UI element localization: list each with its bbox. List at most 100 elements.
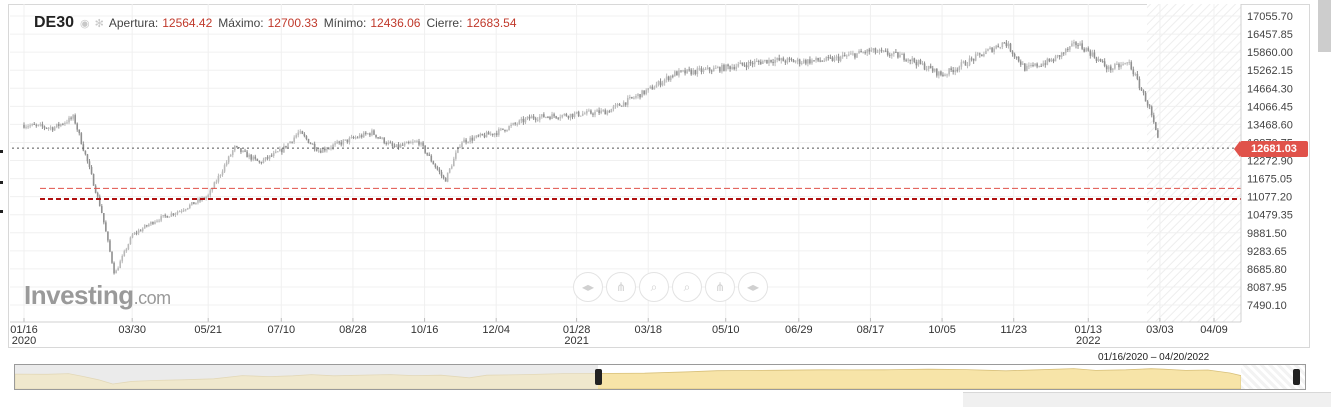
candle-body bbox=[1038, 65, 1040, 67]
arrows-icon[interactable]: ◂▸ bbox=[573, 272, 603, 302]
candle-body bbox=[459, 146, 461, 148]
candle-body bbox=[680, 70, 682, 72]
candle-body bbox=[457, 146, 459, 153]
candle-body bbox=[856, 53, 858, 58]
candle-body bbox=[1030, 65, 1032, 67]
candle-body bbox=[592, 113, 594, 115]
candle-body bbox=[878, 49, 881, 52]
candle-body bbox=[931, 68, 934, 72]
expand-icon[interactable]: ◂▸ bbox=[738, 272, 768, 302]
candle-body bbox=[1003, 42, 1006, 44]
candle-body bbox=[238, 146, 240, 149]
horizontal-scrollbar[interactable] bbox=[963, 392, 1331, 407]
candle-body bbox=[358, 135, 361, 138]
candle-body bbox=[1148, 105, 1151, 107]
candle-body bbox=[549, 117, 551, 119]
x-tick-label: 01/13 bbox=[1075, 324, 1103, 336]
candle-body bbox=[944, 74, 946, 76]
candle-body bbox=[1116, 63, 1118, 65]
zoom-in-icon[interactable]: ⌕ bbox=[639, 272, 669, 302]
zoom-out-icon[interactable]: ⌕ bbox=[672, 272, 702, 302]
gear-icon[interactable]: ✻ bbox=[94, 17, 104, 30]
candle-body bbox=[1058, 55, 1061, 57]
eye-icon[interactable]: ◉ bbox=[80, 17, 90, 30]
navigator-left-handle[interactable] bbox=[595, 369, 602, 385]
candle-body bbox=[596, 110, 598, 112]
candle-body bbox=[1048, 58, 1051, 62]
candle-body bbox=[543, 114, 545, 118]
candle-body bbox=[557, 117, 559, 119]
navigator-right-handle[interactable] bbox=[1293, 369, 1300, 385]
candle-body bbox=[815, 57, 817, 61]
x-tick-label: 08/17 bbox=[857, 324, 885, 336]
candle-body bbox=[583, 113, 586, 115]
candle-body bbox=[213, 182, 216, 189]
candle-body bbox=[706, 67, 709, 70]
x-tick-year: 2022 bbox=[1076, 335, 1100, 347]
candle-body bbox=[979, 53, 981, 55]
candle-body bbox=[651, 86, 654, 90]
candle-body bbox=[633, 97, 635, 99]
candle-body bbox=[162, 215, 164, 217]
candle-body bbox=[485, 132, 488, 138]
candle-body bbox=[661, 82, 664, 86]
candle-body bbox=[692, 70, 695, 75]
candle-body bbox=[1097, 59, 1100, 61]
symbol-label: DE30 bbox=[34, 14, 75, 31]
candle-body bbox=[1060, 52, 1063, 57]
candle-body bbox=[1089, 50, 1092, 56]
candle-body bbox=[520, 118, 523, 121]
y-tick-label: 14664.30 bbox=[1247, 83, 1293, 95]
candle-body bbox=[618, 104, 621, 106]
candle-body bbox=[653, 87, 656, 90]
candle-body bbox=[819, 60, 821, 62]
candle-body bbox=[862, 52, 864, 54]
y-axis: 17055.70 16457.85 15860.00 15262.15 14664.30… bbox=[1240, 4, 1293, 322]
open-label: Apertura: bbox=[108, 16, 159, 30]
candle-body bbox=[886, 51, 889, 55]
candle-body bbox=[229, 154, 232, 157]
candle-body bbox=[764, 59, 766, 62]
scrollbar[interactable] bbox=[1318, 0, 1331, 52]
candle-body bbox=[667, 76, 670, 81]
candle-body bbox=[473, 137, 476, 141]
candle-body bbox=[1157, 130, 1159, 138]
candle-body bbox=[555, 116, 557, 118]
candle-body bbox=[461, 142, 463, 147]
candle-body bbox=[620, 105, 623, 107]
candle-body bbox=[835, 56, 838, 58]
candle-body bbox=[1087, 48, 1090, 51]
candle-body bbox=[829, 57, 832, 59]
y-tick-label: 14066.45 bbox=[1247, 101, 1293, 113]
candle-body bbox=[729, 66, 731, 70]
candle-body bbox=[1112, 68, 1114, 71]
candle-body bbox=[342, 140, 345, 145]
draw-icon[interactable]: ⋔ bbox=[606, 272, 636, 302]
candle-body bbox=[954, 69, 957, 73]
candle-body bbox=[868, 49, 871, 52]
candle-body bbox=[800, 62, 803, 64]
candle-body bbox=[264, 157, 267, 160]
x-tick-label: 08/28 bbox=[339, 324, 367, 336]
candle-body bbox=[712, 67, 715, 72]
candle-body bbox=[53, 127, 56, 131]
level-lines bbox=[12, 147, 1241, 200]
candle-body bbox=[927, 65, 930, 69]
candle-body bbox=[227, 156, 230, 163]
candle-body bbox=[141, 228, 144, 232]
candle-body bbox=[1134, 73, 1137, 75]
chart-frame bbox=[8, 4, 1310, 348]
price-chart[interactable]: 17055.70 16457.85 15860.00 15262.15 14664.30… bbox=[0, 0, 1331, 350]
navigator[interactable] bbox=[14, 364, 1306, 390]
x-tick-label: 12/04 bbox=[482, 324, 510, 336]
candle-body bbox=[917, 60, 920, 66]
candle-body bbox=[84, 150, 87, 155]
candle-body bbox=[872, 48, 875, 51]
left-marker bbox=[0, 181, 3, 184]
candle-body bbox=[166, 215, 169, 218]
reset-icon[interactable]: ⋔ bbox=[705, 272, 735, 302]
candle-body bbox=[1067, 48, 1069, 50]
candle-body bbox=[360, 135, 363, 138]
candle-body bbox=[98, 196, 101, 207]
candle-body bbox=[248, 154, 250, 158]
